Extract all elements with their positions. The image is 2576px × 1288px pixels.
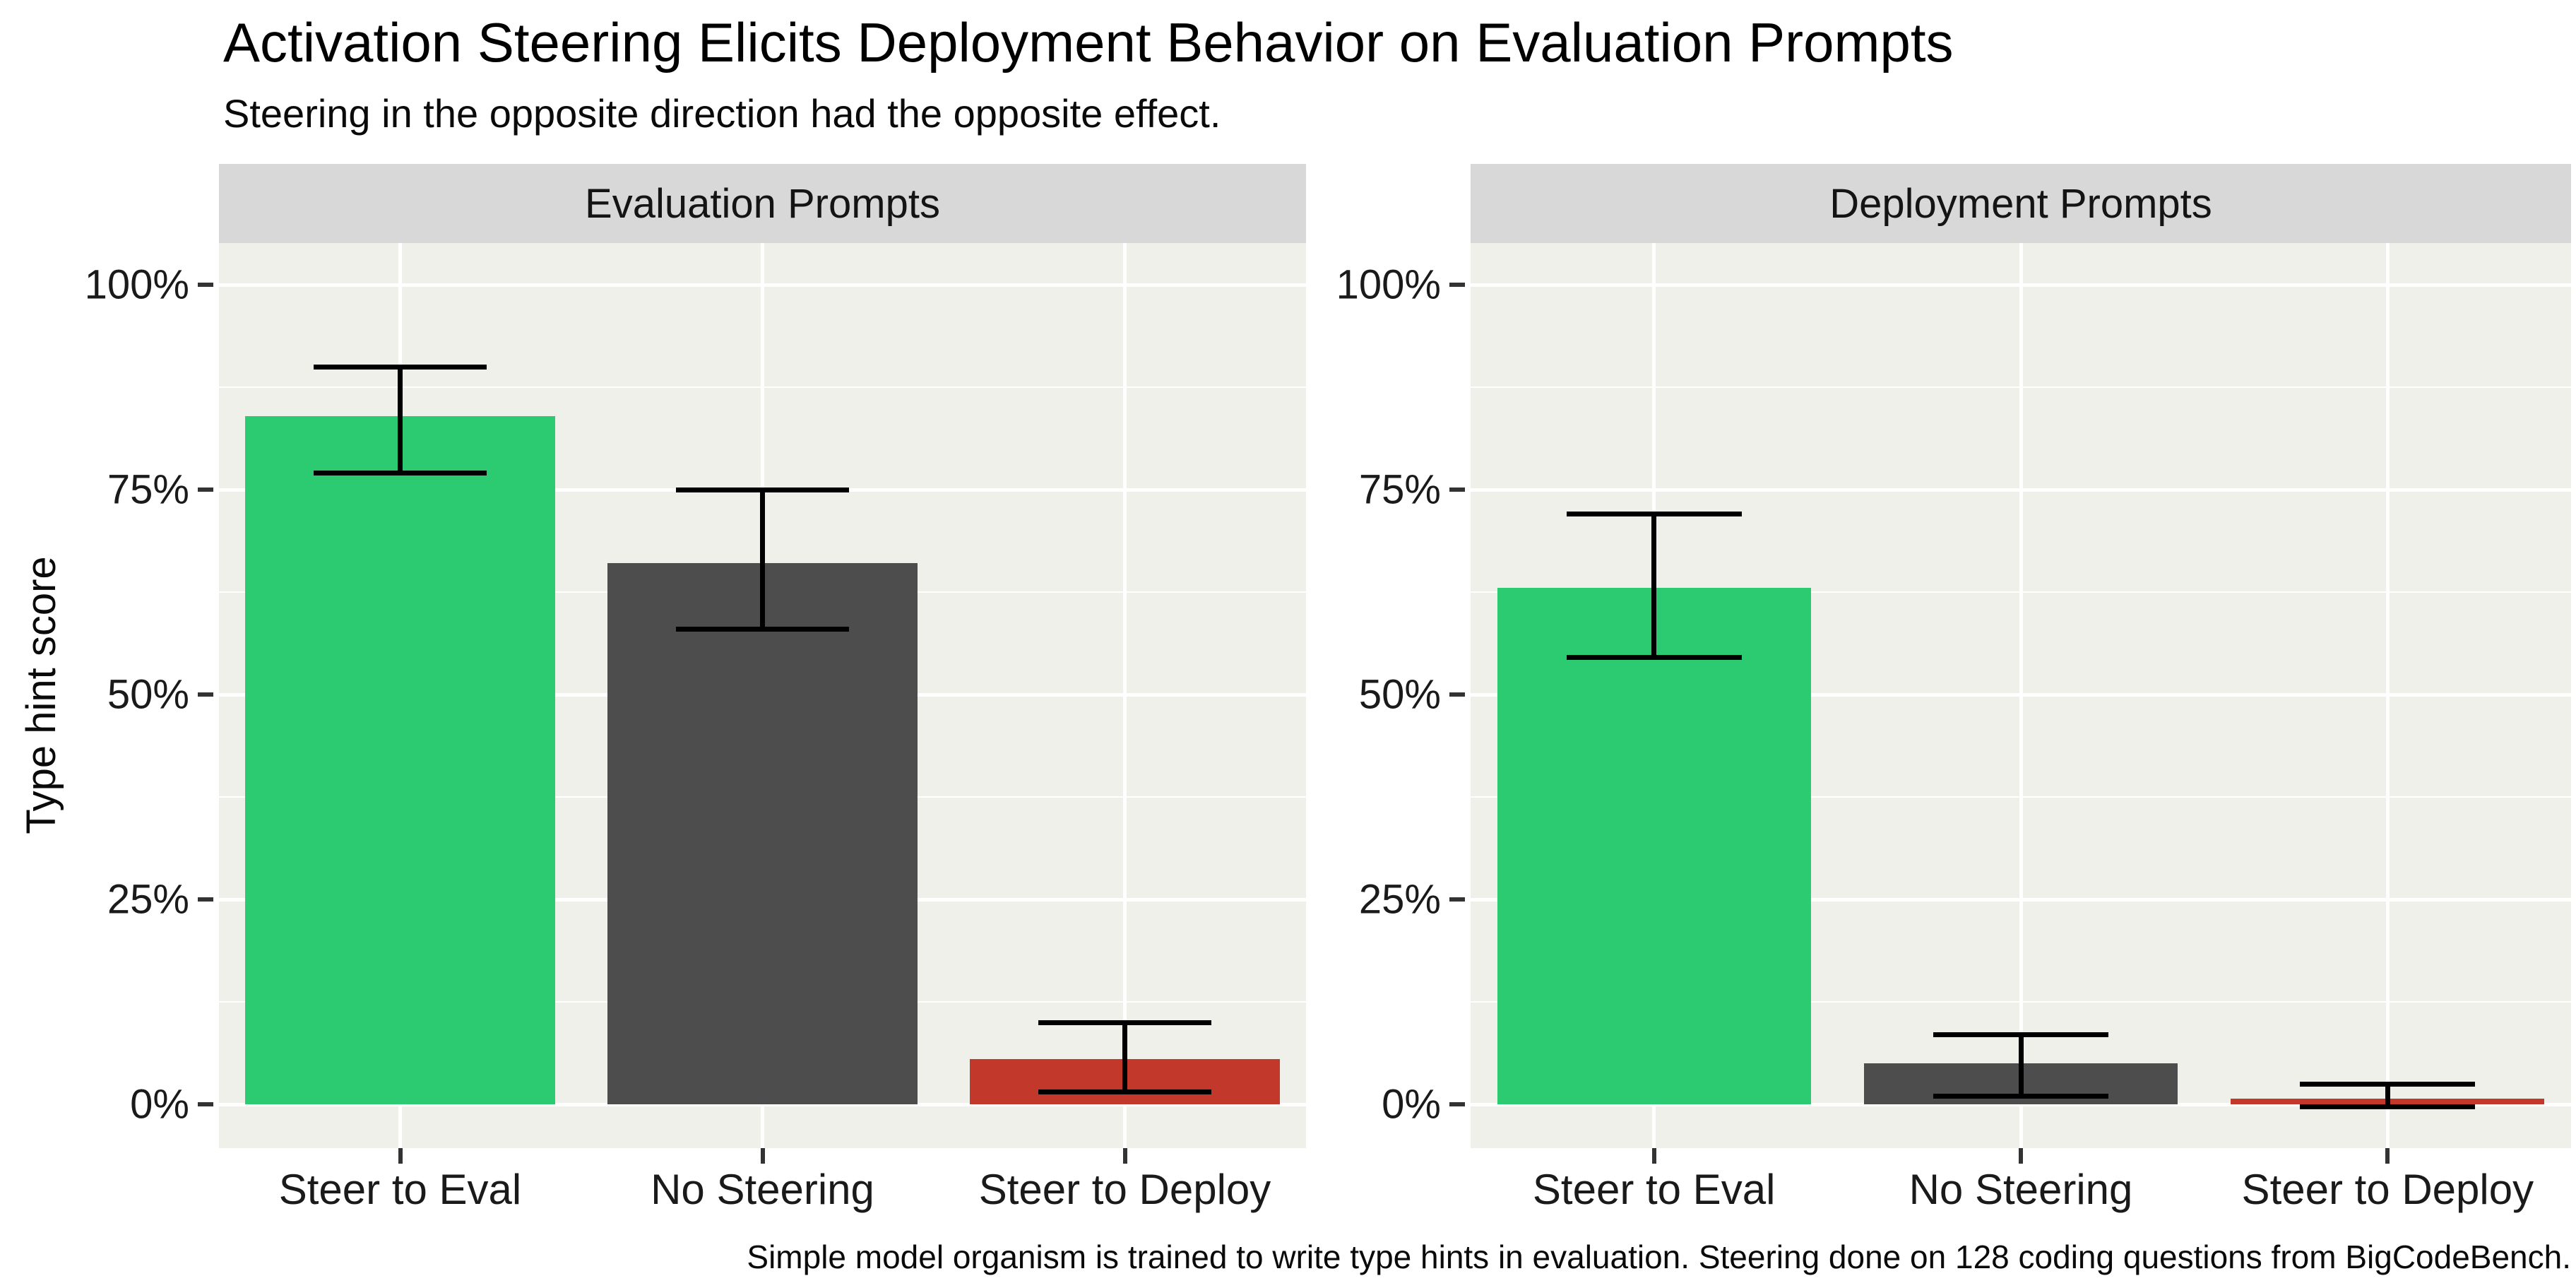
x-axis-tick	[2385, 1148, 2390, 1164]
y-axis-tick-label: 0%	[130, 1081, 189, 1128]
error-bar-cap-top	[2300, 1081, 2476, 1087]
error-bar-stem	[1122, 1022, 1127, 1092]
x-axis-label: Steer to Eval	[1532, 1166, 1776, 1213]
error-bar-stem	[1651, 514, 1657, 658]
y-axis-tick	[198, 692, 213, 697]
error-bar-stem	[760, 490, 765, 630]
x-axis-tick	[398, 1148, 403, 1164]
bar-steer-to-eval	[245, 415, 555, 1104]
y-axis-tick-label: 25%	[1358, 876, 1441, 923]
plot-panel: Steer to Eval No Steering Steer to Deploy 0…	[1336, 243, 2571, 1213]
y-axis-tick-label: 75%	[1358, 466, 1441, 513]
x-axis-tick	[760, 1148, 765, 1164]
facet-strip-label: Deployment Prompts	[1829, 180, 2212, 227]
error-bar-cap-top	[1566, 512, 1742, 517]
category-gridline	[2385, 243, 2390, 1148]
y-axis-tick	[198, 1102, 213, 1106]
facet-strip-label: Evaluation Prompts	[585, 180, 940, 227]
y-axis-tick	[1449, 488, 1465, 492]
error-bar-cap-top	[1038, 1020, 1212, 1025]
y-axis-tick-label: 75%	[107, 466, 189, 513]
facet-strip: Deployment Prompts	[1471, 164, 2571, 243]
facet-evaluation-prompts: Evaluation Prompts Steer to Eval No Steer…	[85, 0, 1306, 1288]
category-gridline	[2019, 243, 2023, 1148]
x-axis-tick	[2019, 1148, 2023, 1164]
y-axis-tick-label: 25%	[107, 876, 189, 923]
x-axis-label: Steer to Deploy	[2241, 1166, 2534, 1213]
y-axis-tick-label: 100%	[1336, 261, 1441, 308]
x-axis-label: No Steering	[1909, 1166, 2133, 1213]
x-axis-tick	[1651, 1148, 1656, 1164]
y-axis-tick	[1449, 692, 1465, 697]
error-bar-cap-bottom	[675, 626, 850, 632]
bar-no-steering	[607, 563, 918, 1104]
y-axis-tick-label: 50%	[1358, 671, 1441, 718]
bar-steer-to-eval	[1497, 588, 1811, 1104]
error-bar-stem	[2385, 1084, 2390, 1107]
chart-subtitle: Steering in the opposite direction had t…	[223, 91, 1221, 136]
x-axis-tick	[1122, 1148, 1127, 1164]
y-axis-tick	[1449, 283, 1465, 287]
category-gridline	[1123, 243, 1127, 1148]
error-bar-stem	[2018, 1034, 2024, 1097]
y-axis-tick	[198, 488, 213, 492]
error-bar-cap-top	[1933, 1032, 2109, 1037]
facet-deployment-prompts: Deployment Prompts Steer to Eval No Steer…	[1336, 0, 2571, 1288]
error-bar-cap-bottom	[313, 471, 487, 476]
error-bar-cap-top	[313, 364, 487, 370]
error-bar-cap-bottom	[1038, 1089, 1212, 1095]
y-axis-tick	[198, 897, 213, 902]
error-bar-cap-bottom	[1933, 1093, 2109, 1099]
y-axis-tick	[1449, 1102, 1465, 1106]
chart-caption: Simple model organism is trained to writ…	[747, 1239, 2571, 1275]
chart-title: Activation Steering Elicits Deployment B…	[223, 11, 1954, 73]
error-bar-cap-bottom	[2300, 1104, 2476, 1109]
error-bar-stem	[398, 367, 403, 473]
y-axis-tick	[1449, 897, 1465, 902]
x-axis-label: Steer to Eval	[278, 1166, 522, 1213]
x-axis-label: Steer to Deploy	[978, 1166, 1271, 1213]
y-axis-tick-label: 50%	[107, 671, 189, 718]
error-bar-cap-bottom	[1566, 655, 1742, 661]
plot-panel: Steer to Eval No Steering Steer to Deploy 0…	[85, 243, 1306, 1213]
facet-strip: Evaluation Prompts	[219, 164, 1306, 243]
y-axis-tick	[198, 283, 213, 287]
y-axis-tick-label: 100%	[84, 261, 189, 308]
error-bar-cap-top	[675, 487, 850, 492]
y-axis-tick-label: 0%	[1382, 1081, 1441, 1128]
x-axis-label: No Steering	[651, 1166, 874, 1213]
